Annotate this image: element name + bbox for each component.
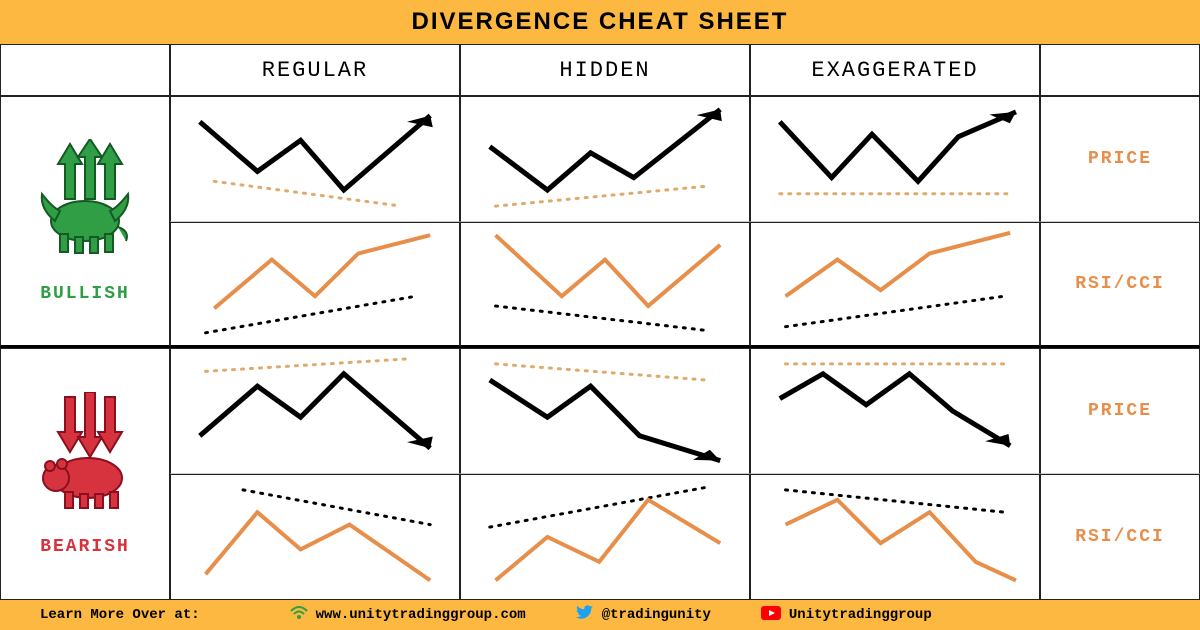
cell-bear-reg-ind: [170, 474, 460, 600]
cell-bear-hid-price: [460, 348, 750, 474]
cell-bull-hid-ind: [460, 222, 750, 348]
footer-twitter: @tradingunity: [576, 605, 711, 626]
col-head-blank-right: [1040, 44, 1200, 96]
cell-bull-exa-ind: [750, 222, 1040, 348]
bearish-label: BEARISH: [40, 537, 130, 557]
side-rsi-2: RSI/CCI: [1040, 474, 1200, 600]
twitter-icon: [576, 605, 594, 626]
footer-lead: Learn More Over at:: [40, 607, 200, 623]
footer-youtube: Unitytradinggroup: [761, 606, 932, 625]
cell-bull-reg-ind: [170, 222, 460, 348]
row-head-bullish: BULLISH: [0, 96, 170, 348]
col-head-exaggerated: EXAGGERATED: [750, 44, 1040, 96]
col-head-regular: REGULAR: [170, 44, 460, 96]
side-rsi-1: RSI/CCI: [1040, 222, 1200, 348]
cell-bear-hid-ind: [460, 474, 750, 600]
bull-icon: [30, 139, 140, 264]
cheat-sheet-grid: REGULAR HIDDEN EXAGGERATED: [0, 44, 1200, 600]
bullish-label: BULLISH: [40, 284, 130, 304]
side-price-1: PRICE: [1040, 96, 1200, 222]
wifi-icon: [290, 606, 308, 625]
title-banner: DIVERGENCE CHEAT SHEET: [0, 0, 1200, 44]
cell-bull-hid-price: [460, 96, 750, 222]
youtube-icon: [761, 606, 781, 625]
col-head-hidden: HIDDEN: [460, 44, 750, 96]
corner-blank: [0, 44, 170, 96]
row-head-bearish: BEARISH: [0, 348, 170, 600]
footer-banner: Learn More Over at: www.unitytradinggrou…: [0, 600, 1200, 630]
cell-bull-reg-price: [170, 96, 460, 222]
cell-bull-exa-price: [750, 96, 1040, 222]
cell-bear-exa-price: [750, 348, 1040, 474]
page-title: DIVERGENCE CHEAT SHEET: [412, 8, 789, 36]
footer-web: www.unitytradinggroup.com: [290, 606, 526, 625]
bear-icon: [30, 392, 140, 517]
cell-bear-exa-ind: [750, 474, 1040, 600]
side-price-2: PRICE: [1040, 348, 1200, 474]
cell-bear-reg-price: [170, 348, 460, 474]
